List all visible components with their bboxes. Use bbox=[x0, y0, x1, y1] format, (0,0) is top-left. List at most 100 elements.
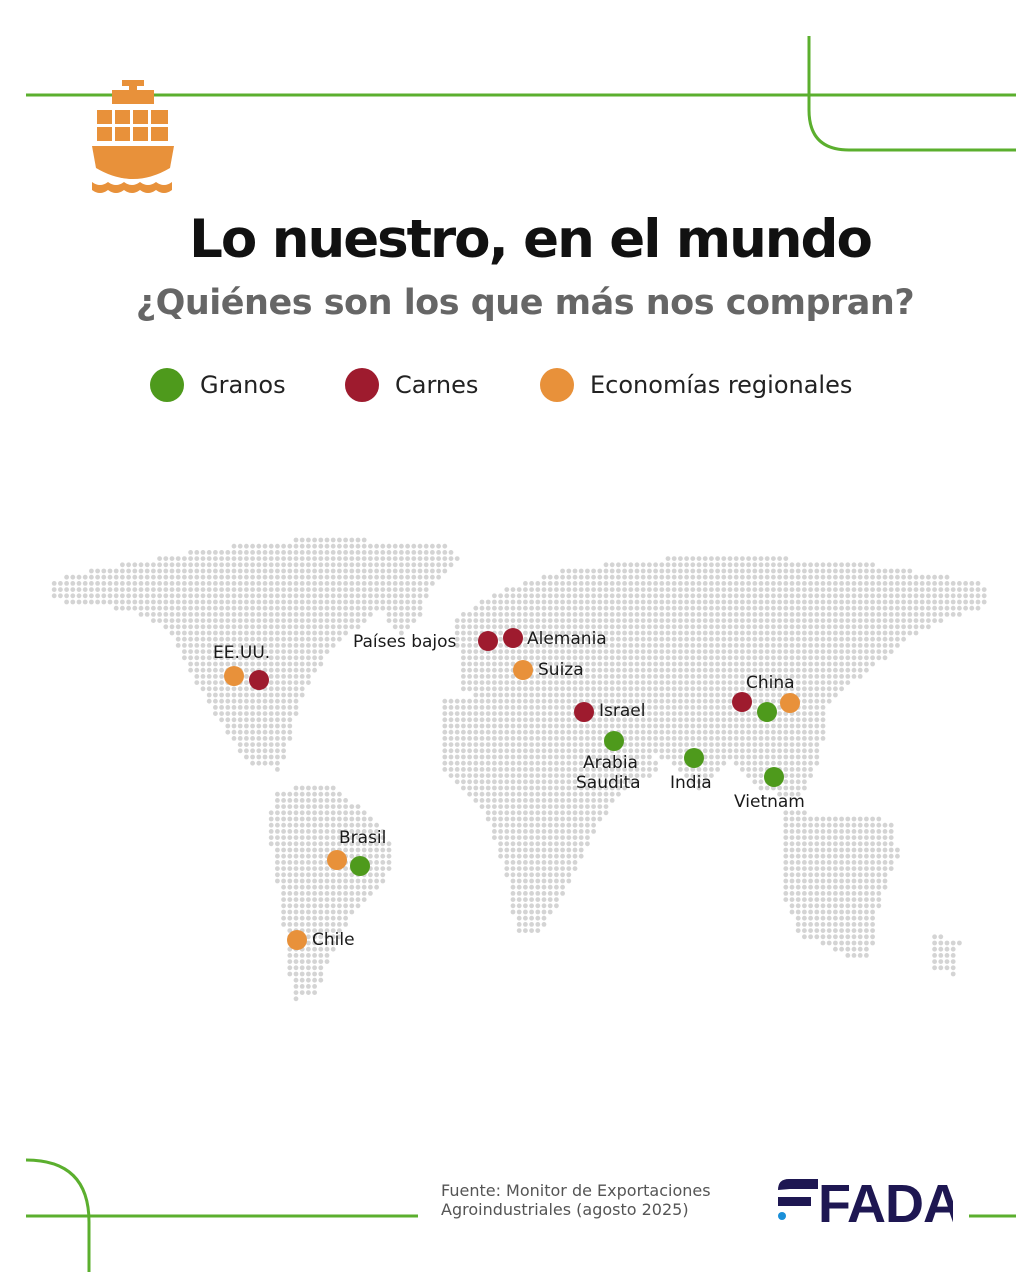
map-dot bbox=[516, 853, 522, 859]
map-dot bbox=[535, 860, 541, 865]
map-dot bbox=[516, 599, 522, 605]
map-dot bbox=[293, 630, 299, 636]
map-dot bbox=[392, 593, 398, 599]
map-dot bbox=[554, 866, 559, 871]
map-dot bbox=[516, 829, 522, 834]
map-dot bbox=[591, 798, 596, 803]
map-dot bbox=[622, 649, 627, 654]
map-dot bbox=[343, 618, 348, 623]
map-dot bbox=[492, 723, 497, 729]
map-dot bbox=[554, 599, 559, 605]
map-dot bbox=[622, 717, 627, 723]
map-dot bbox=[262, 574, 268, 580]
map-dot bbox=[913, 605, 919, 611]
map-dot bbox=[293, 661, 299, 667]
map-dot bbox=[864, 946, 869, 952]
map-dot bbox=[578, 847, 584, 853]
map-dot bbox=[355, 550, 361, 555]
map-dot bbox=[231, 686, 237, 692]
map-dot bbox=[554, 773, 559, 778]
map-dot bbox=[417, 556, 423, 561]
map-dot bbox=[826, 562, 832, 568]
map-dot bbox=[659, 723, 665, 729]
map-dot bbox=[312, 922, 317, 927]
map-dot bbox=[690, 779, 696, 785]
map-dot bbox=[554, 655, 559, 661]
map-dot bbox=[566, 723, 572, 729]
map-dot bbox=[771, 692, 776, 698]
map-dot bbox=[535, 928, 541, 933]
map-dot bbox=[200, 556, 206, 561]
map-dot bbox=[826, 903, 832, 909]
map-dot bbox=[771, 636, 776, 642]
map-dot bbox=[851, 674, 857, 679]
map-dot bbox=[399, 550, 404, 555]
map-dot bbox=[256, 587, 262, 592]
map-dot bbox=[857, 853, 863, 859]
map-dot bbox=[399, 593, 404, 599]
map-dot bbox=[795, 767, 801, 772]
map-dot bbox=[876, 897, 882, 902]
map-dot bbox=[361, 841, 367, 847]
map-dot bbox=[802, 587, 807, 592]
map-dot bbox=[523, 581, 528, 586]
map-dot bbox=[330, 537, 336, 543]
map-dot bbox=[628, 698, 634, 704]
map-dot bbox=[529, 618, 534, 623]
map-dot bbox=[492, 612, 497, 617]
map-dot bbox=[281, 860, 286, 865]
map-dot bbox=[275, 835, 280, 840]
map-dot bbox=[275, 767, 280, 772]
map-dot bbox=[603, 593, 609, 599]
map-dot bbox=[876, 599, 882, 605]
map-dot bbox=[120, 581, 125, 586]
map-dot bbox=[733, 655, 739, 661]
map-dot bbox=[554, 847, 559, 853]
map-dot bbox=[609, 798, 615, 803]
map-dot bbox=[504, 649, 510, 654]
map-dot bbox=[616, 785, 621, 791]
map-dot bbox=[523, 804, 528, 809]
map-dot bbox=[671, 618, 677, 623]
map-dot bbox=[312, 984, 317, 989]
map-dot bbox=[194, 624, 200, 630]
map-dot bbox=[504, 829, 510, 834]
map-dot bbox=[585, 798, 590, 803]
map-dot bbox=[554, 667, 559, 673]
map-dot bbox=[250, 568, 256, 574]
map-dot bbox=[795, 779, 801, 785]
map-dot bbox=[833, 841, 838, 847]
map-dot bbox=[324, 959, 330, 964]
map-dot bbox=[678, 680, 683, 685]
map-dot bbox=[423, 556, 429, 561]
map-dot bbox=[826, 909, 832, 915]
map-dot bbox=[826, 624, 832, 630]
map-dot bbox=[504, 847, 510, 853]
map-dot bbox=[628, 612, 634, 617]
map-dot bbox=[715, 717, 720, 723]
map-dot bbox=[696, 736, 702, 741]
map-dot bbox=[547, 618, 553, 623]
map-dot bbox=[609, 574, 615, 580]
map-dot bbox=[250, 705, 256, 710]
map-dot bbox=[727, 705, 733, 710]
map-dot bbox=[231, 550, 237, 555]
map-dot bbox=[752, 630, 758, 636]
map-dot bbox=[671, 574, 677, 580]
map-dot bbox=[225, 636, 231, 642]
map-dot bbox=[504, 705, 510, 710]
map-dot bbox=[647, 736, 652, 741]
map-dot bbox=[374, 556, 379, 561]
map-dot bbox=[783, 760, 789, 766]
map-dot bbox=[510, 661, 516, 667]
map-dot bbox=[163, 624, 169, 630]
map-dot bbox=[839, 835, 844, 840]
map-dot bbox=[802, 661, 807, 667]
map-dot bbox=[758, 568, 764, 574]
map-dot bbox=[541, 624, 547, 630]
map-dot bbox=[498, 717, 503, 723]
map-dot bbox=[709, 593, 714, 599]
map-dot bbox=[864, 599, 869, 605]
map-dot bbox=[299, 984, 305, 989]
map-dot bbox=[306, 959, 311, 964]
